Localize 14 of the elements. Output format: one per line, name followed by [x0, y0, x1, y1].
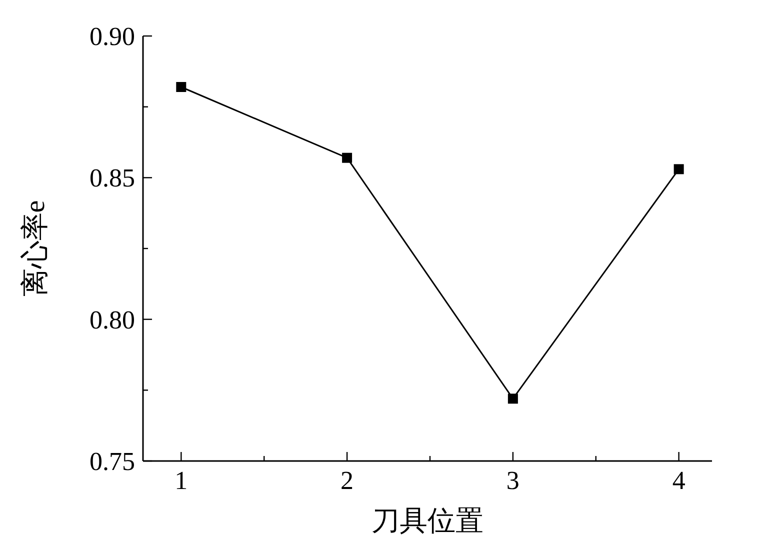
- point: [674, 164, 684, 174]
- x-tick-label: 1: [174, 466, 188, 495]
- x-axis-title: 刀具位置: [372, 506, 484, 537]
- point: [508, 394, 518, 404]
- x-tick-label: 2: [340, 466, 354, 495]
- y-tick-label: 0.90: [90, 22, 135, 50]
- x-tick-label: 4: [672, 466, 686, 495]
- point: [176, 82, 186, 92]
- y-tick-label: 0.85: [90, 163, 135, 192]
- y-tick-label: 0.75: [90, 446, 135, 476]
- y-tick-label: 0.80: [90, 304, 135, 334]
- x-tick-label: 3: [506, 466, 520, 495]
- y-axis-title: 离心率e: [20, 200, 51, 297]
- point: [342, 152, 352, 163]
